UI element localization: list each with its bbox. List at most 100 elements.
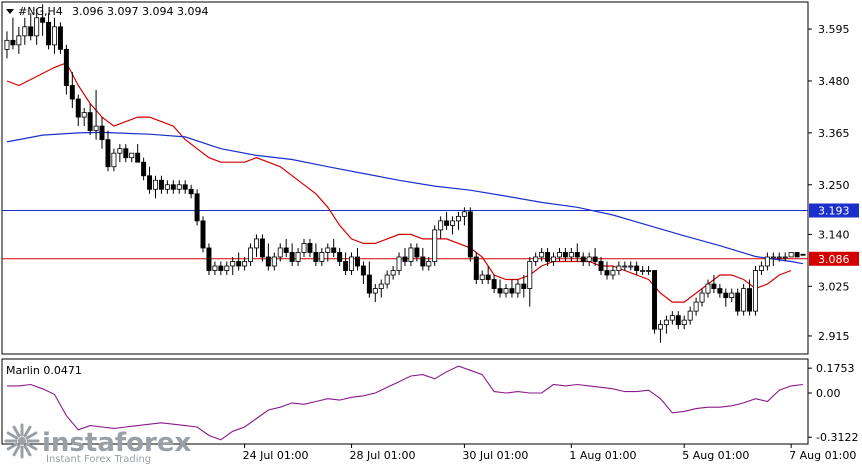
candle[interactable] (158, 175, 164, 194)
candle[interactable] (135, 144, 141, 163)
candle[interactable] (63, 44, 69, 95)
candle[interactable] (123, 144, 129, 163)
candle[interactable] (444, 211, 450, 230)
candle[interactable] (652, 270, 657, 334)
candle[interactable] (194, 189, 200, 226)
candle[interactable] (533, 252, 539, 266)
candle[interactable] (360, 261, 366, 285)
candle[interactable] (610, 266, 616, 280)
candle[interactable] (640, 266, 646, 276)
candle[interactable] (741, 284, 747, 316)
candle[interactable] (539, 247, 545, 262)
candle[interactable] (28, 13, 34, 41)
candle[interactable] (663, 315, 669, 334)
candle[interactable] (574, 243, 580, 262)
candle[interactable] (147, 166, 153, 194)
candle[interactable] (438, 216, 444, 239)
candle[interactable] (111, 148, 117, 172)
candle[interactable] (770, 252, 776, 266)
candle[interactable] (545, 247, 551, 266)
candle[interactable] (40, 4, 46, 36)
candle[interactable] (800, 253, 806, 256)
candle[interactable] (503, 284, 509, 298)
candle[interactable] (473, 252, 479, 285)
candle[interactable] (46, 13, 52, 50)
candle[interactable] (212, 261, 218, 276)
candle[interactable] (4, 31, 10, 59)
candle[interactable] (521, 275, 527, 298)
candle[interactable] (515, 279, 521, 298)
candle[interactable] (248, 243, 254, 266)
candle[interactable] (384, 270, 390, 289)
candle[interactable] (782, 252, 788, 262)
candle[interactable] (22, 17, 28, 45)
candle[interactable] (141, 157, 147, 181)
candle[interactable] (657, 320, 663, 343)
candle[interactable] (556, 247, 562, 262)
candle[interactable] (283, 238, 289, 257)
candle[interactable] (153, 175, 158, 199)
candle[interactable] (693, 297, 699, 316)
candle[interactable] (396, 252, 402, 276)
candle[interactable] (69, 71, 75, 109)
candle[interactable] (568, 247, 574, 262)
candle[interactable] (265, 243, 271, 271)
candle[interactable] (337, 247, 343, 266)
candle[interactable] (467, 207, 473, 262)
candle[interactable] (295, 247, 301, 266)
candle[interactable] (307, 238, 313, 257)
candle[interactable] (230, 256, 236, 276)
candle[interactable] (52, 17, 57, 54)
candle[interactable] (598, 256, 604, 276)
candle[interactable] (259, 234, 265, 262)
candle[interactable] (717, 284, 723, 298)
candle[interactable] (758, 261, 764, 276)
candle[interactable] (34, 8, 40, 45)
candle[interactable] (81, 108, 87, 127)
candle[interactable] (289, 243, 295, 266)
candle[interactable] (432, 225, 438, 266)
oscillator-panel[interactable] (1, 358, 809, 445)
candle[interactable] (271, 252, 277, 271)
candle[interactable] (390, 266, 396, 280)
candle[interactable] (87, 103, 93, 136)
candle[interactable] (794, 252, 800, 258)
candle[interactable] (646, 266, 652, 276)
candle[interactable] (675, 311, 681, 330)
candle[interactable] (188, 184, 194, 199)
candle[interactable] (747, 279, 753, 316)
candle[interactable] (628, 261, 634, 271)
candle[interactable] (616, 261, 622, 276)
candle[interactable] (117, 144, 123, 163)
candle[interactable] (224, 261, 230, 276)
candle[interactable] (723, 288, 729, 307)
candle[interactable] (420, 247, 426, 271)
candle[interactable] (176, 180, 182, 194)
candle[interactable] (634, 261, 640, 276)
candle[interactable] (93, 90, 99, 140)
candle[interactable] (277, 243, 283, 262)
candle[interactable] (580, 252, 586, 266)
candle[interactable] (372, 284, 378, 303)
candle[interactable] (669, 311, 675, 325)
price-panel[interactable] (1, 1, 809, 355)
dropdown-triangle-icon[interactable] (6, 9, 14, 14)
candle[interactable] (776, 252, 782, 262)
candle[interactable] (592, 247, 598, 266)
candle[interactable] (218, 261, 224, 276)
candle[interactable] (129, 152, 135, 163)
candle[interactable] (254, 234, 259, 257)
candle[interactable] (366, 261, 372, 298)
candle[interactable] (408, 243, 414, 266)
candle[interactable] (343, 252, 349, 276)
candle[interactable] (509, 279, 515, 298)
candle[interactable] (753, 266, 758, 316)
candle[interactable] (687, 306, 693, 325)
candle[interactable] (242, 256, 248, 271)
candle[interactable] (729, 288, 735, 303)
candle[interactable] (586, 252, 592, 266)
candle[interactable] (402, 247, 408, 266)
candle[interactable] (57, 22, 63, 54)
candle[interactable] (622, 261, 628, 271)
